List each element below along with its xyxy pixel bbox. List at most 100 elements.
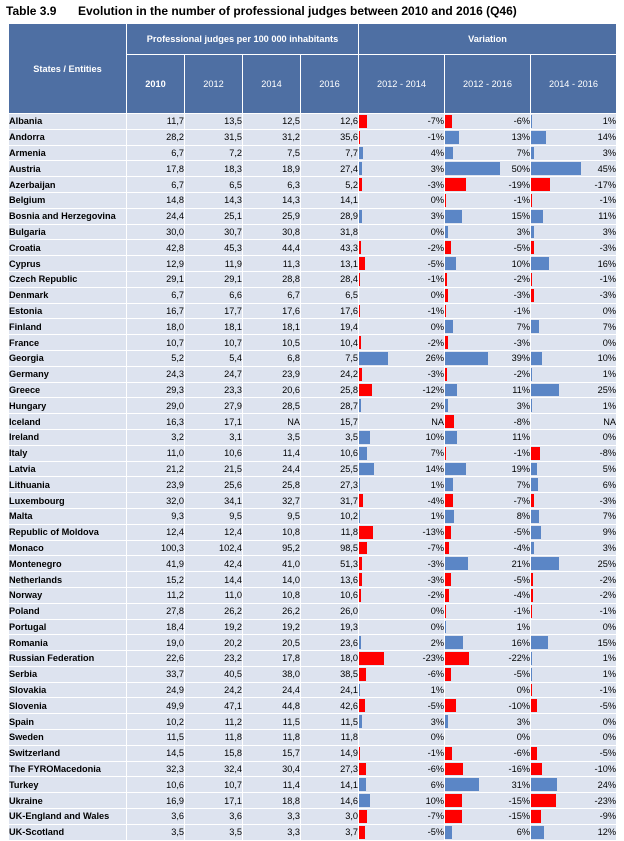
variation-cell: -2% (530, 586, 617, 604)
table-row: Norway 11,2 11,0 10,8 10,6 -2% -4% -2% (8, 586, 617, 604)
judges-value: 11,5 (242, 713, 301, 731)
period-header-2014-2016: 2014 - 2016 (530, 54, 617, 114)
variation-cell: 1% (358, 681, 445, 699)
variation-percent: -1% (599, 685, 616, 696)
positive-variation-bar (531, 509, 539, 523)
judges-value: 42,4 (184, 555, 243, 573)
judges-value: 33,7 (126, 665, 185, 683)
table-row: Lithuania 23,9 25,6 25,8 27,3 1% 7% 6% (8, 476, 617, 494)
variation-percent: 10% (425, 432, 444, 443)
state-name: Azerbaijan (8, 176, 127, 193)
variation-cell: -3% (530, 492, 617, 509)
negative-variation-bar (531, 604, 533, 618)
variation-percent: 6% (516, 827, 530, 838)
judges-value: 15,8 (184, 744, 243, 762)
variation-cell: 1% (530, 113, 617, 130)
variation-cell: -2% (530, 571, 617, 588)
state-name: Estonia (8, 302, 127, 320)
variation-cell: -4% (444, 539, 531, 557)
variation-percent: -2% (599, 574, 616, 585)
variation-cell: -6% (444, 113, 531, 130)
positive-variation-bar (531, 162, 581, 176)
judges-value: 20,6 (242, 381, 301, 399)
judges-value: 29,1 (126, 270, 185, 288)
table-title-text: Evolution in the number of professional … (78, 4, 517, 18)
variation-percent: 3% (602, 226, 616, 237)
variation-cell: 0% (444, 681, 531, 699)
judges-value: 45,3 (184, 239, 243, 257)
variation-percent: -1% (599, 606, 616, 617)
judges-value: 34,1 (184, 492, 243, 509)
variation-cell: -22% (444, 650, 531, 667)
judges-value: 17,6 (242, 302, 301, 320)
judges-group-header: Professional judges per 100 000 inhabita… (126, 23, 359, 55)
judges-value: 25,1 (184, 207, 243, 225)
variation-cell: -3% (358, 365, 445, 383)
judges-value: 25,8 (300, 381, 359, 399)
variation-cell: -8% (530, 444, 617, 462)
variation-percent: -1% (427, 305, 444, 316)
table-row: Serbia 33,7 40,5 38,0 38,5 -6% -5% 1% (8, 665, 617, 683)
state-name: Cyprus (8, 255, 127, 272)
judges-value: 10,5 (242, 334, 301, 351)
negative-variation-bar (359, 762, 366, 776)
judges-value: 11,7 (126, 113, 185, 130)
variation-percent: -1% (513, 305, 530, 316)
table-row: Poland 27,8 26,2 26,2 26,0 0% -1% -1% (8, 602, 617, 620)
variation-cell: -5% (358, 823, 445, 841)
variation-cell: 11% (444, 381, 531, 399)
negative-variation-bar (359, 573, 363, 586)
variation-percent: -2% (427, 337, 444, 348)
variation-percent: 0% (602, 305, 616, 316)
variation-cell: 0% (530, 729, 617, 746)
judges-value: 14,1 (300, 776, 359, 794)
variation-percent: -9% (599, 811, 616, 822)
variation-cell: 10% (358, 428, 445, 446)
variation-percent: 3% (516, 400, 530, 411)
judges-value: 11,8 (242, 729, 301, 746)
variation-cell: 1% (358, 476, 445, 494)
judges-value: 18,0 (300, 650, 359, 667)
variation-percent: 13% (511, 132, 530, 143)
judges-value: 3,5 (242, 428, 301, 446)
variation-percent: -16% (508, 764, 530, 775)
negative-variation-bar (445, 336, 449, 349)
variation-percent: 16% (511, 637, 530, 648)
judges-value: 6,8 (242, 349, 301, 367)
judges-value: 32,7 (242, 492, 301, 509)
positive-variation-bar (359, 683, 361, 697)
variation-cell: -12% (358, 381, 445, 399)
negative-variation-bar (445, 794, 462, 808)
variation-cell: 9% (530, 523, 617, 541)
variation-percent: -3% (427, 558, 444, 569)
state-name: Ireland (8, 428, 127, 446)
judges-value: 100,3 (126, 539, 185, 557)
negative-variation-bar (445, 193, 447, 207)
judges-value: 43,3 (300, 239, 359, 257)
judges-value: 10,4 (300, 334, 359, 351)
variation-cell: 11% (530, 207, 617, 225)
positive-variation-bar (531, 383, 559, 397)
judges-value: 23,6 (300, 634, 359, 652)
variation-cell: 0% (530, 713, 617, 731)
variation-cell: 7% (358, 444, 445, 462)
year-header-2012: 2012 (184, 54, 243, 114)
positive-variation-bar (531, 257, 549, 270)
variation-percent: 3% (430, 211, 444, 222)
judges-value: 15,7 (242, 744, 301, 762)
variation-percent: -3% (599, 290, 616, 301)
variation-percent: -5% (513, 527, 530, 538)
state-name: Italy (8, 444, 127, 462)
variation-percent: 50% (511, 163, 530, 174)
variation-percent: -5% (427, 827, 444, 838)
state-name: Denmark (8, 286, 127, 304)
positive-variation-bar (531, 209, 544, 223)
table-row: Turkey 10,6 10,7 11,4 14,1 6% 31% 24% (8, 776, 617, 794)
variation-cell: 0% (530, 334, 617, 351)
judges-value: 7,5 (300, 349, 359, 367)
variation-cell: -13% (358, 523, 445, 541)
judges-value: 47,1 (184, 697, 243, 715)
variation-cell: 6% (444, 823, 531, 841)
negative-variation-bar (359, 336, 362, 349)
judges-value: 5,2 (126, 349, 185, 367)
